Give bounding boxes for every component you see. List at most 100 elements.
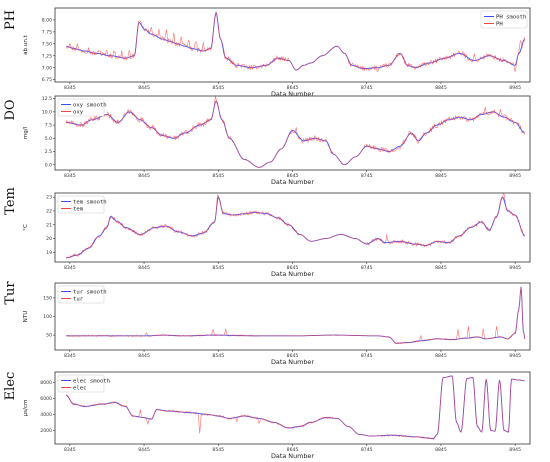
x-tick-label: 8745 xyxy=(361,265,373,271)
y-axis-title: μs/cm xyxy=(23,400,29,417)
x-tick-label: 8645 xyxy=(287,85,299,91)
x-tick-label: 8945 xyxy=(509,265,521,271)
series-line-smooth xyxy=(65,375,525,439)
x-axis-title: Data Number xyxy=(271,270,314,278)
y-axis-title: mg/l xyxy=(23,126,29,139)
panel-label: DO xyxy=(3,99,18,120)
legend-label: PH smooth xyxy=(496,14,526,20)
x-tick-label: 8545 xyxy=(212,85,224,91)
y-tick-label: 7.00 xyxy=(42,65,52,71)
x-tick-label: 8345 xyxy=(64,265,76,271)
panel-tur: Tur NTU 8345 8445 8545 8645 8745 8845 8945 50 100 1… xyxy=(3,281,531,366)
x-tick-label: 8845 xyxy=(435,173,447,179)
y-tick-label: 50 xyxy=(46,333,52,339)
series-line-smooth xyxy=(66,100,525,168)
x-tick-label: 8345 xyxy=(64,353,76,359)
x-tick-label: 8545 xyxy=(212,265,224,271)
y-tick-label: 5.0 xyxy=(45,136,52,142)
panel-label: PH xyxy=(3,10,18,30)
x-tick-label: 8845 xyxy=(435,353,447,359)
x-tick-label: 8745 xyxy=(361,353,373,359)
y-tick-label: 20 xyxy=(46,236,52,242)
plot-frame xyxy=(54,282,531,351)
legend-label: tur smooth xyxy=(73,289,107,295)
panel-tem: Tem °C 8345 8445 8545 8645 8745 8845 8945 19 20 21 2… xyxy=(3,187,531,278)
x-tick-label: 8945 xyxy=(509,353,521,359)
panel-label: Tem xyxy=(3,187,18,215)
x-tick-label: 8445 xyxy=(138,173,150,179)
x-tick-label: 8445 xyxy=(138,353,150,359)
y-axis-title: ab.un.t xyxy=(23,34,29,55)
x-tick-label: 8645 xyxy=(287,265,299,271)
y-tick-label: 2.5 xyxy=(45,149,52,155)
x-tick-label: 8645 xyxy=(287,353,299,359)
x-tick-label: 8645 xyxy=(287,447,299,453)
y-tick-label: 12.5 xyxy=(42,96,52,102)
y-tick-label: 8.00 xyxy=(42,18,52,24)
y-tick-label: 7.5 xyxy=(45,123,52,129)
legend-label: elec smooth xyxy=(73,378,110,384)
y-tick-label: 4000 xyxy=(40,412,52,418)
panel-ph: PH ab.un.t 8345 8445 8545 8645 8745 8845 8945 6.7… xyxy=(3,7,531,98)
y-tick-label: 7.50 xyxy=(42,41,52,47)
x-axis-title: Data Number xyxy=(271,358,314,366)
x-tick-label: 8745 xyxy=(361,173,373,179)
legend-label: tem smooth xyxy=(73,199,107,205)
series-line-raw xyxy=(66,375,525,440)
series-line-raw xyxy=(65,193,525,259)
x-tick-label: 8945 xyxy=(509,173,521,179)
x-tick-label: 8345 xyxy=(64,173,76,179)
x-tick-label: 8445 xyxy=(138,447,150,453)
x-tick-label: 8545 xyxy=(212,447,224,453)
y-tick-label: 150 xyxy=(43,295,52,301)
series-line-smooth xyxy=(66,286,526,344)
panel-elec: Elec μs/cm 8345 8445 8545 8645 8745 8845 8945 200… xyxy=(3,371,531,460)
legend-label: PH xyxy=(496,21,503,27)
y-tick-label: 22 xyxy=(46,209,52,215)
y-tick-label: 10.0 xyxy=(42,109,52,115)
panel-do: DO mg/l 8345 8445 8545 8645 8745 8845 8945 0.0 2.5… xyxy=(3,95,531,186)
panel-label: Elec xyxy=(3,372,18,401)
y-axis-title: °C xyxy=(23,224,29,231)
series-line-smooth xyxy=(66,11,526,71)
x-axis-title: Data Number xyxy=(271,90,314,98)
x-tick-label: 8345 xyxy=(64,85,76,91)
legend-label: tem xyxy=(73,206,84,212)
y-tick-label: 100 xyxy=(43,314,52,320)
legend-label: elec xyxy=(73,385,86,391)
x-axis-title: Data Number xyxy=(271,452,314,460)
series-line-smooth xyxy=(66,196,525,259)
plot-frame xyxy=(54,371,531,445)
x-tick-label: 8445 xyxy=(138,265,150,271)
y-tick-label: 0.0 xyxy=(45,162,52,168)
x-tick-label: 8345 xyxy=(64,447,76,453)
y-tick-label: 7.25 xyxy=(42,53,52,59)
x-tick-label: 8945 xyxy=(509,447,521,453)
legend-label: tur xyxy=(73,296,84,302)
legend-label: oxy smooth xyxy=(73,102,107,108)
y-tick-label: 23 xyxy=(46,195,52,201)
y-tick-label: 21 xyxy=(46,222,52,228)
x-tick-label: 8845 xyxy=(435,447,447,453)
series-line-raw xyxy=(66,287,526,345)
y-tick-label: 7.75 xyxy=(42,29,52,35)
series-line-raw xyxy=(65,96,526,168)
x-tick-label: 8745 xyxy=(361,447,373,453)
x-tick-label: 8645 xyxy=(287,173,299,179)
plot-frame xyxy=(54,7,531,83)
x-tick-label: 8545 xyxy=(212,353,224,359)
y-tick-label: 6.75 xyxy=(42,77,52,83)
x-tick-label: 8545 xyxy=(212,173,224,179)
legend-label: oxy xyxy=(73,109,84,115)
y-tick-label: 8000 xyxy=(40,380,52,386)
series-line-raw xyxy=(65,11,526,73)
y-axis-title: NTU xyxy=(23,311,29,323)
x-axis-title: Data Number xyxy=(271,178,314,186)
y-tick-label: 6000 xyxy=(40,396,52,402)
x-tick-label: 8745 xyxy=(361,85,373,91)
